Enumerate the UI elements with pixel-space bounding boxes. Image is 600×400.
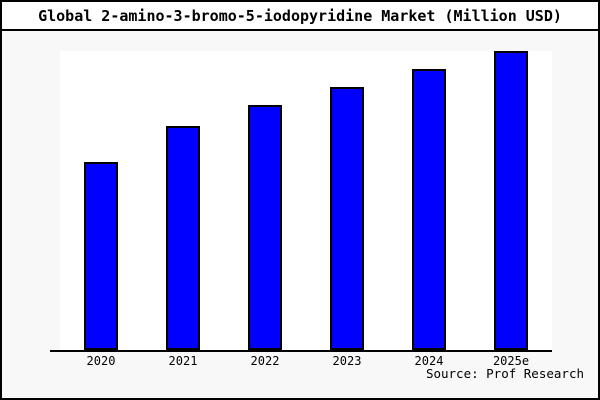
x-axis-line (50, 350, 552, 352)
chart-title-bar: Global 2-amino-3-bromo-5-iodopyridine Ma… (2, 2, 598, 31)
x-tick-label-2024: 2024 (414, 354, 444, 368)
bar-2023 (330, 87, 364, 350)
bar-2024 (412, 69, 446, 350)
bar-2021 (166, 126, 200, 350)
bar-2022 (248, 105, 282, 350)
x-tick-label-2023: 2023 (332, 354, 362, 368)
bar-2020 (84, 162, 118, 350)
bar-2025e (494, 51, 528, 350)
x-tick-label-2020: 2020 (86, 354, 116, 368)
x-tick-label-2021: 2021 (168, 354, 198, 368)
source-credit: Source: Prof Research (425, 366, 584, 381)
chart-title: Global 2-amino-3-bromo-5-iodopyridine Ma… (38, 6, 562, 25)
plot-area (60, 51, 552, 350)
x-tick-label-2022: 2022 (250, 354, 280, 368)
x-tick-label-2025e: 2025e (492, 354, 530, 368)
